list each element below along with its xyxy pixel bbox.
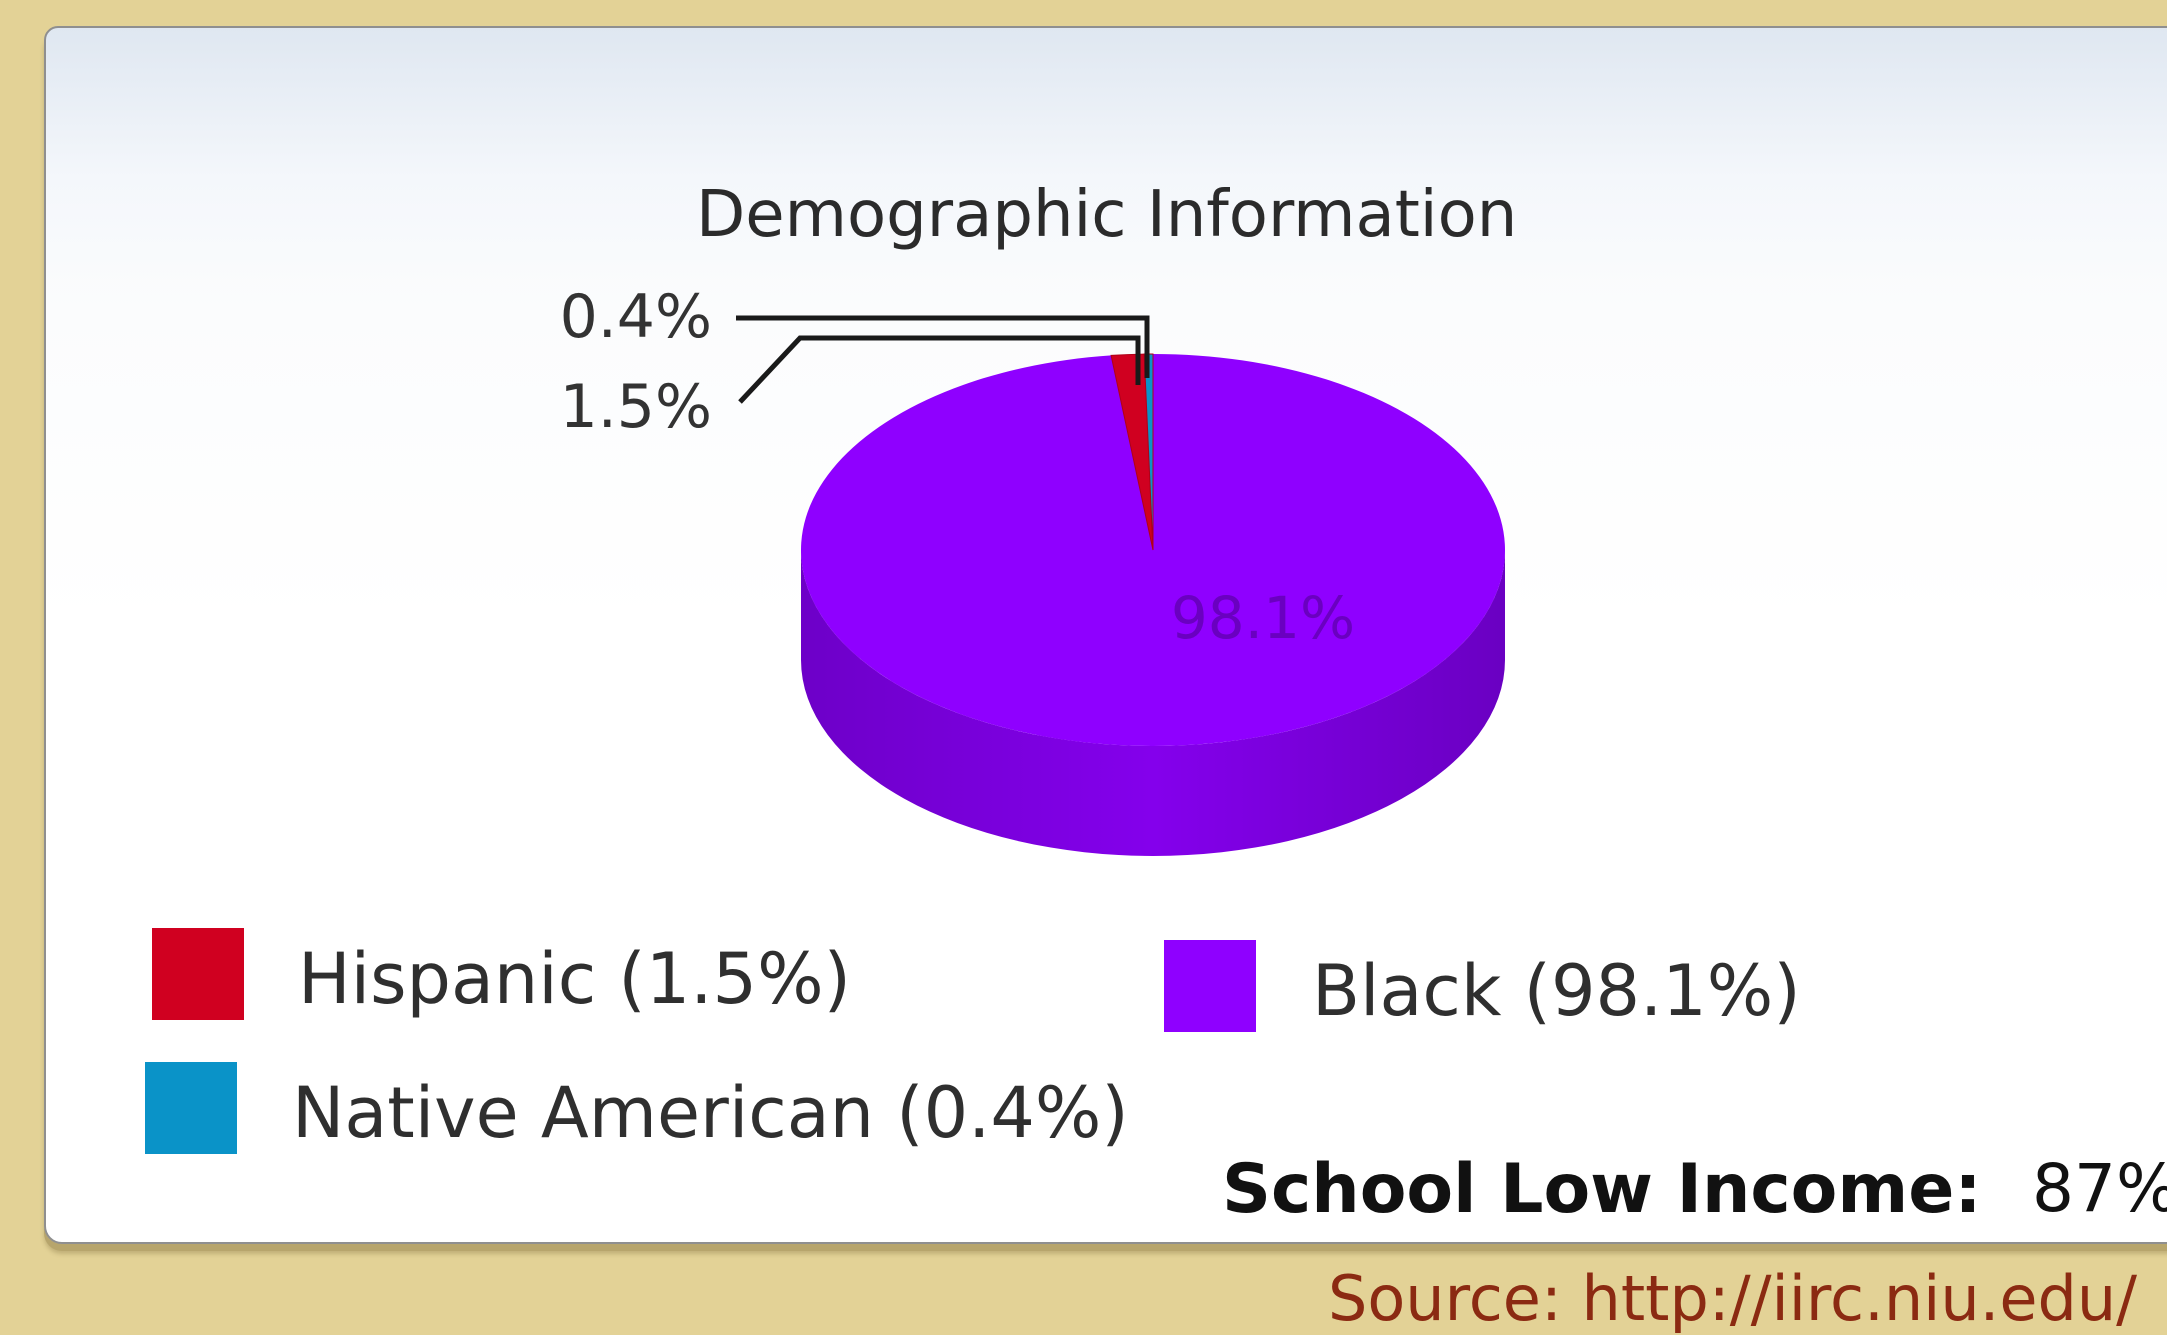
pie-side-wall xyxy=(801,550,1505,856)
legend-swatch-native-american xyxy=(145,1062,237,1154)
data-label-native-american: 0.4% xyxy=(560,282,712,352)
legend-swatch-black xyxy=(1164,940,1256,1032)
data-label-black: 98.1% xyxy=(1171,584,1355,652)
low-income-value: 87% xyxy=(2032,1150,2167,1227)
data-label-hispanic: 1.5% xyxy=(560,372,712,442)
legend-label-black: Black (98.1%) xyxy=(1312,950,1801,1032)
legend-label-native-american: Native American (0.4%) xyxy=(292,1072,1129,1154)
low-income-label: School Low Income: xyxy=(1222,1150,1982,1229)
legend-swatch-hispanic xyxy=(152,928,244,1020)
source-link[interactable]: Source: http://iirc.niu.edu/ xyxy=(1328,1262,2138,1335)
legend-label-hispanic: Hispanic (1.5%) xyxy=(298,938,851,1020)
chart-title: Demographic Information xyxy=(696,178,1518,252)
leader-line-hispanic xyxy=(738,335,1141,404)
leader-line-native-american xyxy=(736,315,1150,378)
